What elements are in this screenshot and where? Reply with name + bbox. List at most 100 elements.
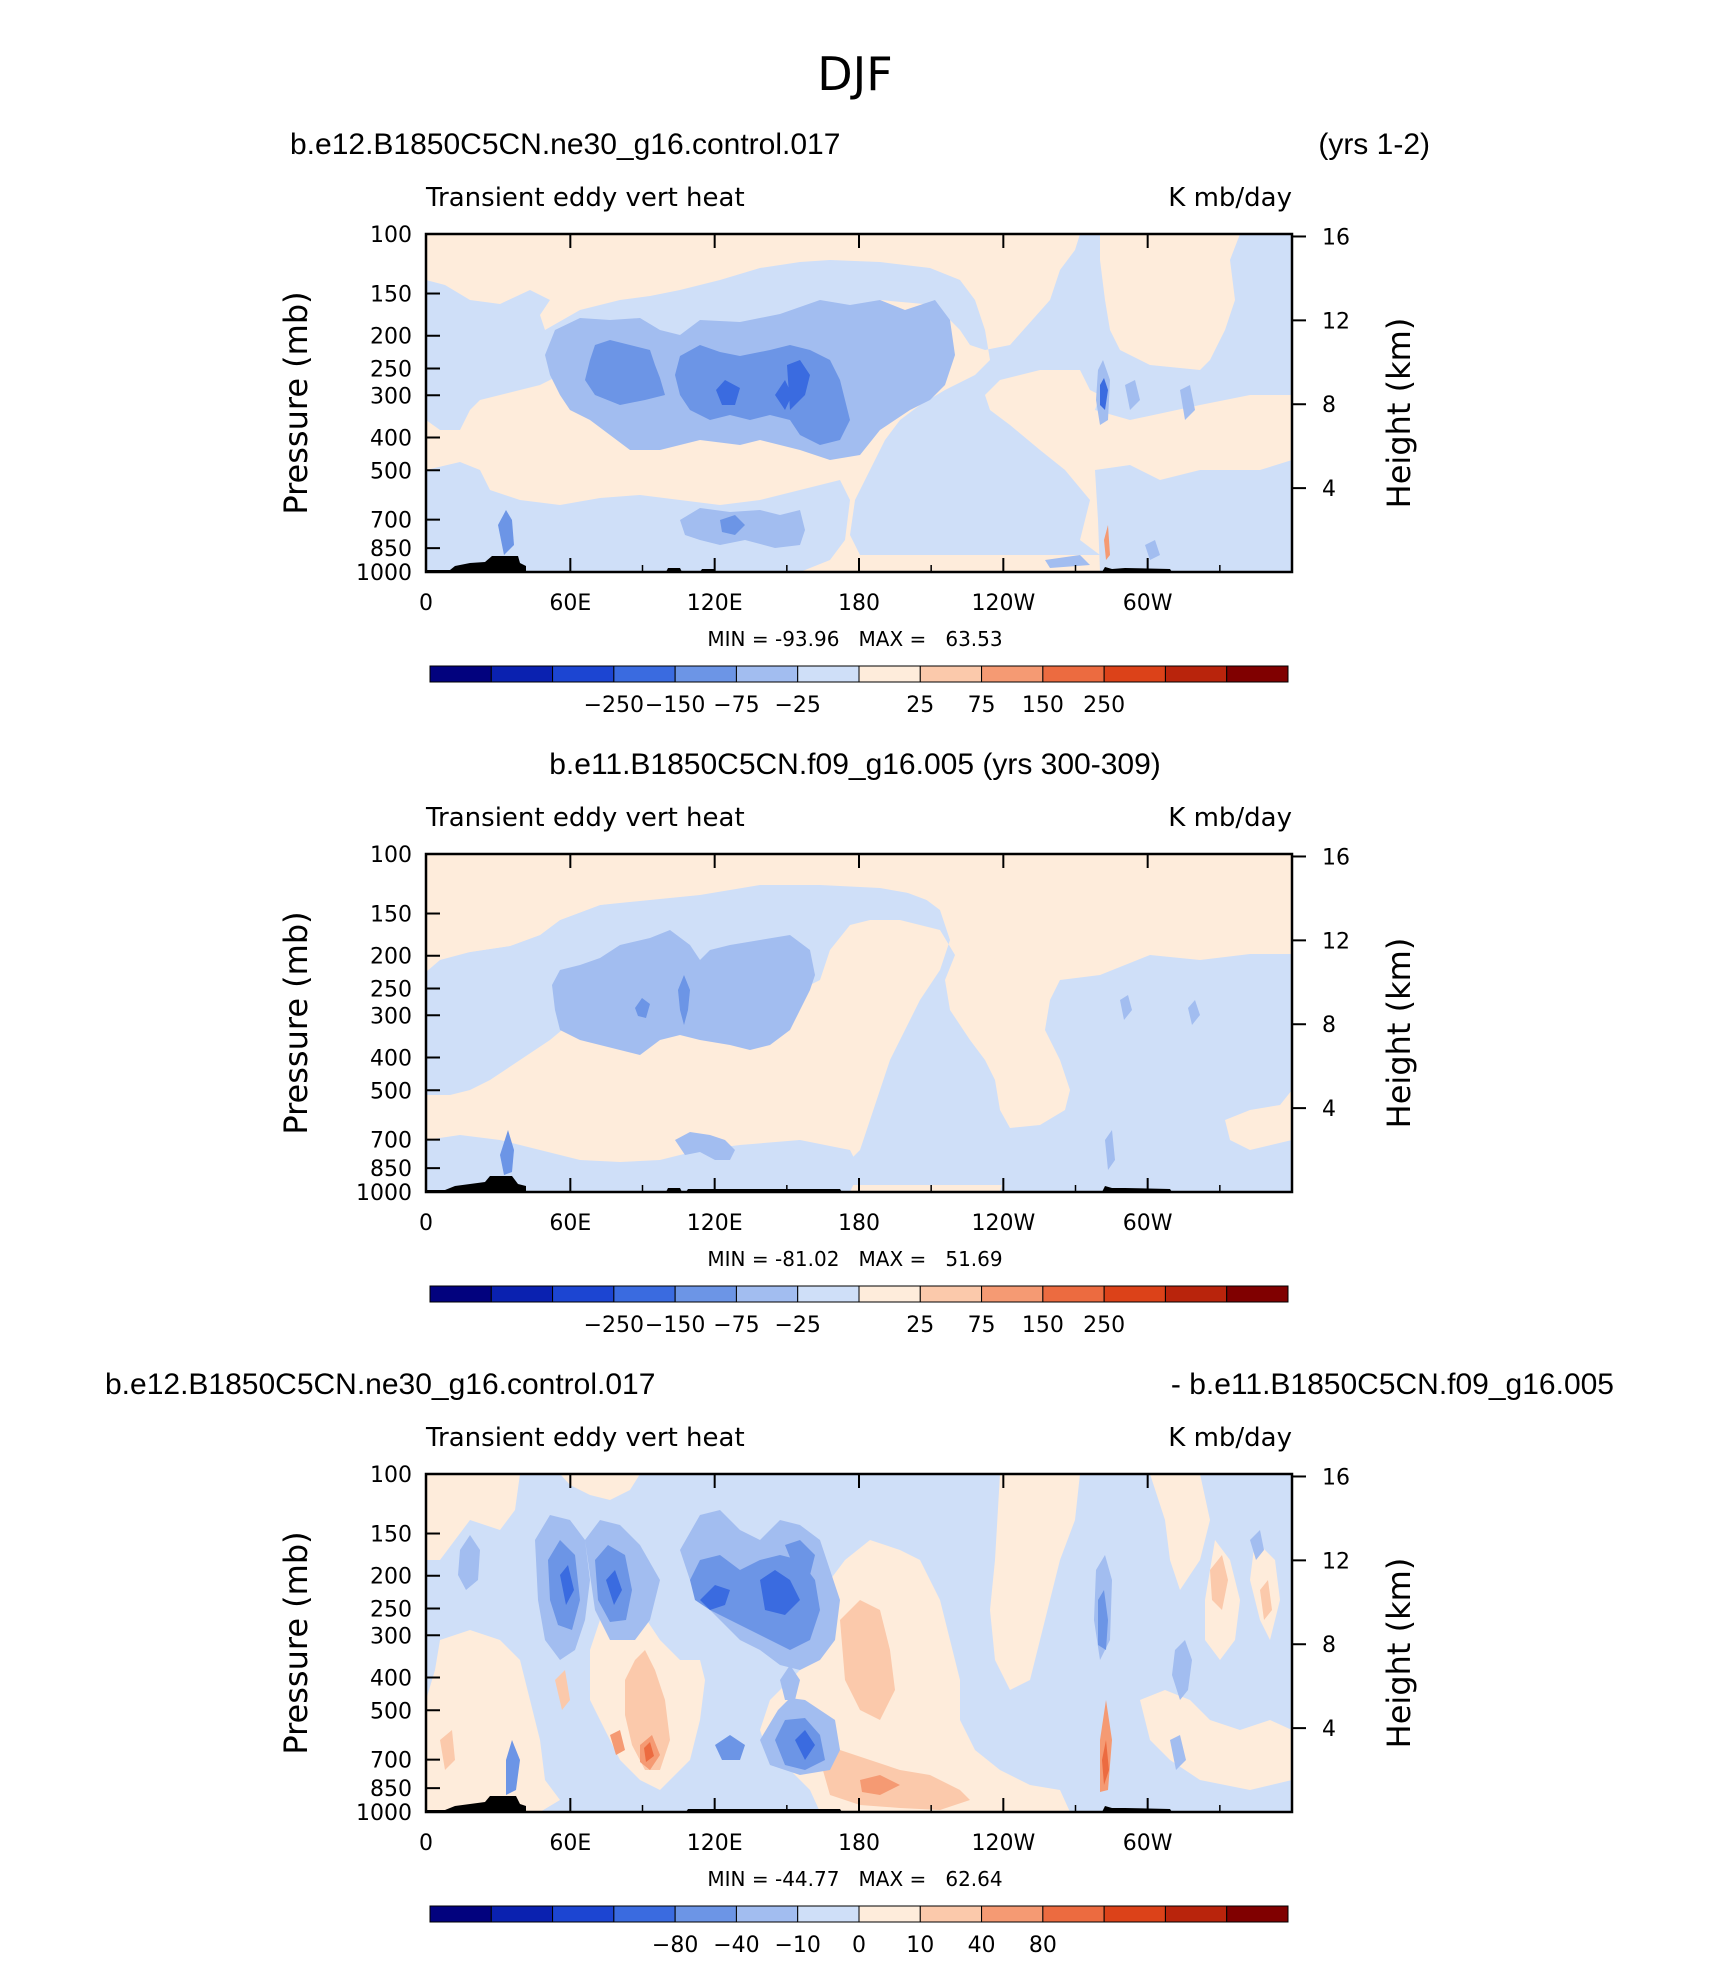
panel-1-region-blue-andes-core xyxy=(1100,378,1108,410)
panel-1-lon-tick-label: 120W xyxy=(971,591,1035,616)
panel-3-colorbar-swatch xyxy=(1226,1905,1289,1923)
panel-3-pressure-tick-label: 200 xyxy=(370,1565,412,1590)
panel-3-lon-tick-label: 120E xyxy=(687,1831,743,1856)
panel-1-region-blue-africa xyxy=(498,510,514,555)
panel-2-height-tick-label: 12 xyxy=(1322,929,1350,954)
panel-3-pressure-tick-label: 300 xyxy=(370,1624,412,1649)
panel-1-region-red-andes xyxy=(1104,525,1110,560)
panel-3-lon-tick-label: 180 xyxy=(838,1831,880,1856)
panel-3-height-tick-label: 16 xyxy=(1322,1465,1350,1490)
panel-3-colorbar-label: 40 xyxy=(968,1933,996,1958)
panel-3-pressure-tick-label: 250 xyxy=(370,1598,412,1623)
panel-3-lon-tick-label: 60W xyxy=(1123,1831,1173,1856)
panel-2-pressure-tick-label: 700 xyxy=(370,1129,412,1154)
panel-3-colorbar-label: 10 xyxy=(906,1933,934,1958)
panel-2-field xyxy=(426,854,1292,1192)
panel-2-height-tick-label: 8 xyxy=(1322,1013,1336,1038)
panel-1-colorbar-swatch xyxy=(1164,665,1228,683)
panel-1-colorbar-swatch xyxy=(1103,665,1166,683)
panel-3-region-blue-core xyxy=(560,1565,815,1760)
panel-1-lon-tick-label: 180 xyxy=(838,591,880,616)
panel-2-colorbar-swatch xyxy=(429,1285,492,1303)
panel-3-subtitle-right: K mb/day xyxy=(1168,1423,1292,1453)
panel-1-subtitle-left: Transient eddy vert heat xyxy=(425,183,745,213)
panel-1-colorbar-label: 250 xyxy=(1083,693,1125,718)
panel-1-colorbar-swatch xyxy=(429,665,492,683)
panel-2-colorbar-label: −250 xyxy=(584,1313,644,1338)
panel-1-colorbar-swatch xyxy=(552,665,615,683)
panel-1-header-left: b.e12.B1850C5CN.ne30_g16.control.017 xyxy=(290,128,840,161)
panel-2-region-blue-south xyxy=(1000,1140,1292,1192)
panel-1-height-tick-label: 8 xyxy=(1322,393,1336,418)
panel-3-colorbar-label: −10 xyxy=(774,1933,820,1958)
panel-1-colorbar-swatch xyxy=(1226,665,1289,683)
panel-3-pressure-tick-label: 150 xyxy=(370,1523,412,1548)
panel-2-pressure-tick-label: 400 xyxy=(370,1046,412,1071)
panel-1-region-blue-jet-core2 xyxy=(716,360,810,410)
panel-1-pressure-tick-label: 850 xyxy=(370,537,412,562)
panel-2-height-tick-label: 4 xyxy=(1322,1097,1336,1122)
panel-3-pressure-tick-label: 500 xyxy=(370,1699,412,1724)
figure-title: DJF xyxy=(817,47,892,101)
panel-3-colorbar-swatch xyxy=(919,1905,983,1923)
panel-2-colorbar-label: 25 xyxy=(906,1313,934,1338)
panel-3-colorbar-swatch xyxy=(735,1905,799,1923)
panel-3-height-tick-label: 12 xyxy=(1322,1549,1350,1574)
panel-2-colorbar-label: −150 xyxy=(645,1313,705,1338)
panel-3-stats: MIN = -44.77 MAX = 62.64 xyxy=(707,1867,1002,1891)
panel-2-stats: MIN = -81.02 MAX = 51.69 xyxy=(707,1247,1002,1271)
panel-2-pressure-tick-label: 150 xyxy=(370,903,412,928)
panel-1-colorbar-label: −250 xyxy=(584,693,644,718)
panel-2-colorbar-swatch xyxy=(1103,1285,1166,1303)
panel-2-pressure-tick-label: 850 xyxy=(370,1157,412,1182)
panel-2-colorbar-swatch xyxy=(490,1285,554,1303)
panel-3-lon-tick-label: 120W xyxy=(971,1831,1035,1856)
panel-2-region-blue-andes xyxy=(1105,995,1200,1170)
panel-2-pressure-tick-label: 100 xyxy=(370,843,412,868)
panel-1-header-right: (yrs 1-2) xyxy=(1318,128,1430,161)
panel-2-pressure-tick-label: 500 xyxy=(370,1079,412,1104)
panel-1: b.e12.B1850C5CN.ne30_g16.control.017 (yr… xyxy=(277,128,1430,718)
panel-1-region-blue-lower-jet-core xyxy=(720,515,745,535)
panel-2-subtitle-right: K mb/day xyxy=(1168,803,1292,833)
panel-3-colorbar-swatch xyxy=(1042,1905,1105,1923)
panel-2-colorbar-label: 75 xyxy=(968,1313,996,1338)
panel-2-lon-tick-label: 120W xyxy=(971,1211,1035,1236)
panel-2-colorbar-label: −75 xyxy=(713,1313,759,1338)
panel-1-colorbar-label: −150 xyxy=(645,693,705,718)
panel-1-colorbar-label: 75 xyxy=(968,693,996,718)
panel-3-subtitle-left: Transient eddy vert heat xyxy=(425,1423,745,1453)
panel-2-subtitle-left: Transient eddy vert heat xyxy=(425,803,745,833)
panel-2-colorbar-swatch xyxy=(1042,1285,1105,1303)
panel-3-colorbar-swatch xyxy=(429,1905,492,1923)
panel-1-y2label: Height (km) xyxy=(1380,318,1418,509)
panel-3-lon-tick-label: 0 xyxy=(419,1831,433,1856)
panel-3-pressure-tick-label: 850 xyxy=(370,1777,412,1802)
panel-1-height-tick-label: 12 xyxy=(1322,309,1350,334)
panel-1-field xyxy=(426,234,1292,572)
panel-3-ylabel: Pressure (mb) xyxy=(277,1531,315,1754)
panel-1-lon-tick-label: 120E xyxy=(687,591,743,616)
panel-1-region-blue-main xyxy=(426,234,1292,555)
panel-1-pressure-tick-label: 1000 xyxy=(356,561,412,586)
panel-1-colorbar-swatch xyxy=(1042,665,1105,683)
panel-1-topography xyxy=(426,556,1172,572)
panel-3-y2label: Height (km) xyxy=(1380,1558,1418,1749)
panel-1-pressure-tick-label: 300 xyxy=(370,384,412,409)
panel-1-colorbar-swatch xyxy=(797,665,860,683)
panel-3: b.e12.B1850C5CN.ne30_g16.control.017 - b… xyxy=(105,1368,1614,1958)
panel-2-pressure-tick-label: 250 xyxy=(370,978,412,1003)
panel-1-pressure-tick-label: 200 xyxy=(370,325,412,350)
panel-2-pressure-tick-label: 200 xyxy=(370,945,412,970)
panel-3-header-left: b.e12.B1850C5CN.ne30_g16.control.017 xyxy=(105,1368,655,1401)
panel-3-colorbar-swatch xyxy=(613,1905,676,1923)
panel-1-colorbar-label: −75 xyxy=(713,693,759,718)
panel-1-lon-tick-label: 60E xyxy=(549,591,591,616)
panel-2-height-tick-label: 16 xyxy=(1322,845,1350,870)
panel-1-colorbar-label: 25 xyxy=(906,693,934,718)
panel-3-pressure-tick-label: 1000 xyxy=(356,1801,412,1826)
panel-3-colorbar-swatch xyxy=(552,1905,615,1923)
panel-1-colorbar-swatch xyxy=(490,665,554,683)
